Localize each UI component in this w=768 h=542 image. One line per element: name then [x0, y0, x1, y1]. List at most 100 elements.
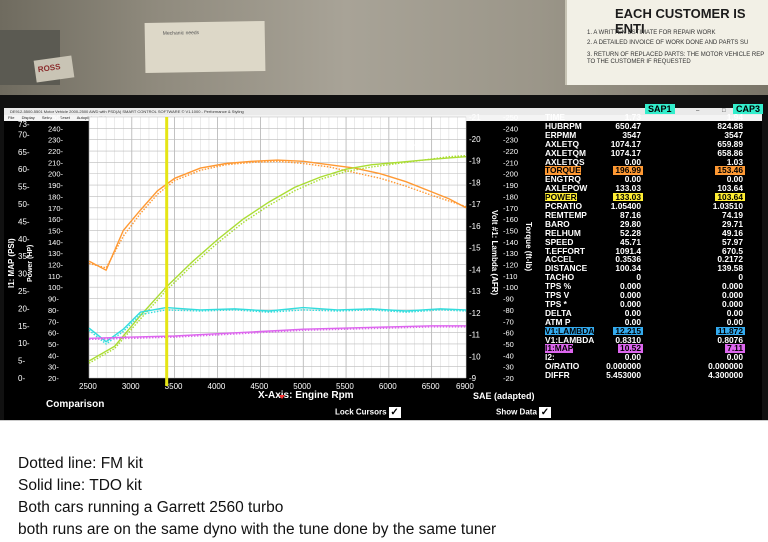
map-tick-label: 10- — [18, 339, 30, 348]
channel-value-cap3: 139.58 — [717, 263, 743, 274]
left-axis-ticks: 0- 5- 10- 15- 20- 25- 30- 35- 40- 45- 50- 55- 60- 65-… — [18, 113, 64, 383]
channel-name: AXLETQS — [545, 156, 585, 167]
channel-row[interactable]: T.EFFORT 1091.4 670.5 — [545, 246, 755, 255]
channel-value-sap1: 52.28 — [620, 227, 641, 238]
torque-tick-label: -130 — [503, 249, 518, 258]
channel-row[interactable]: TACHO 0 0 — [545, 272, 755, 283]
channel-row[interactable]: TIME 1.73 1.94 — [545, 113, 755, 122]
channel-row[interactable]: TPS * 0.000 0.000 — [545, 298, 755, 309]
x-tick-label: 5500 — [336, 382, 354, 391]
channel-name: AXLEPOW — [545, 183, 588, 194]
caption-line: Both cars running a Garrett 2560 turbo — [18, 499, 284, 516]
power-tick-label: 250- — [48, 113, 64, 122]
channel-row[interactable]: AXLETQM 1074.17 658.86 — [545, 148, 755, 157]
channel-row[interactable]: ACCEL 0.3536 0.2172 — [545, 254, 755, 265]
channel-name: BARO — [545, 218, 570, 229]
map-tick-label: 65- — [18, 148, 30, 157]
channel-row[interactable]: DELTA 0.00 0.00 — [545, 308, 755, 317]
channel-row[interactable]: POWER 133.03 103.64 — [545, 193, 755, 201]
channel-row[interactable]: ENGTRQ 0.00 0.00 — [545, 175, 755, 184]
channel-row[interactable]: TPS % 0.000 0.000 — [545, 281, 755, 292]
channel-row[interactable]: V1:LAMBDA 12.215 11.872 — [545, 326, 755, 335]
map-tick-label: 5- — [18, 357, 25, 366]
channel-row[interactable]: V1:LAMBDA 0.8310 0.8076 — [545, 334, 755, 345]
channel-name: TACHO — [545, 272, 575, 283]
channel-row[interactable]: AXLEPOW 133.03 103.64 — [545, 183, 755, 194]
channel-row[interactable]: DIFFR 5.453000 4.300000 — [545, 371, 755, 380]
channel-value-cap3: 3547 — [724, 129, 743, 140]
power-tick-label: 70- — [48, 317, 59, 326]
channel-value-cap3: 0.2172 — [717, 254, 743, 265]
channel-row[interactable]: AXLETQ 1074.17 659.89 — [545, 139, 755, 148]
menu-display[interactable]: Display — [21, 115, 35, 120]
channel-row[interactable]: ATM P 0.00 0.00 — [545, 316, 755, 327]
channel-row[interactable]: O/RATIO 0.000000 0.000000 — [545, 361, 755, 372]
torque-tick-label: -90 — [503, 295, 514, 304]
chart-series — [88, 117, 467, 386]
channel-row[interactable]: DISTANCE 100.34 139.58 — [545, 263, 755, 274]
channel-name: O/RATIO — [545, 361, 580, 372]
torque-tick-label: -140 — [503, 238, 518, 247]
dotted-series-line — [88, 326, 466, 341]
channel-row[interactable]: I2: 0.00 0.00 — [545, 353, 755, 362]
channel-row[interactable]: TPS V 0.000 0.000 — [545, 291, 755, 300]
menu-file[interactable]: File — [8, 115, 15, 120]
channel-row[interactable]: TORQUE 196.99 153.46 — [545, 165, 755, 176]
channel-value-cap3: 74.19 — [722, 209, 743, 220]
lock-cursors-toggle[interactable]: Lock Cursors ✓ — [335, 407, 401, 418]
map-tick-label: 55- — [18, 183, 30, 192]
show-data-toggle[interactable]: Show Data ✓ — [496, 407, 551, 418]
menu-autopilot[interactable]: Autopilot — [76, 115, 93, 120]
power-tick-label: 190- — [48, 181, 64, 190]
x-tick-label: 6500 — [422, 382, 440, 391]
channel-row[interactable]: SPEED 45.71 57.97 — [545, 236, 755, 247]
torque-tick-label: -240 — [503, 124, 518, 133]
channel-value-sap1: 0.000 — [620, 298, 641, 309]
torque-tick-label: -20 — [503, 374, 514, 383]
lambda-tick-label: -13 — [469, 287, 481, 296]
power-tick-label: 20- — [48, 374, 59, 383]
torque-tick-label: -160 — [503, 215, 518, 224]
column-header-cap3: CAP3 — [733, 104, 764, 114]
chart-grid — [88, 116, 467, 379]
channel-value-cap3: 0.000 — [722, 298, 743, 309]
lambda-tick-label: -19 — [469, 157, 481, 166]
menu-setup[interactable]: Setup — [41, 115, 53, 120]
torque-tick-label: -190 — [503, 181, 518, 190]
channel-name: TPS * — [545, 298, 567, 309]
channel-row[interactable]: PCRATIO 1.05400 1.03510 — [545, 202, 755, 211]
sign-line: 1. A WRITTEN ESTIMATE FOR REPAIR WORK — [587, 30, 716, 36]
maximize-button[interactable]: □ — [722, 108, 726, 114]
dotted-series-line — [88, 160, 467, 269]
channel-row[interactable]: REMTEMP 87.16 74.19 — [545, 209, 755, 220]
channel-row[interactable]: ERPMM 3547 3547 — [545, 129, 755, 140]
channel-value-sap1: 650.47 — [615, 120, 641, 131]
power-tick-label: 210- — [48, 158, 64, 167]
channel-row[interactable]: AXLETQS 0.00 1.03 — [545, 156, 755, 167]
channel-name: ATM P — [545, 316, 571, 327]
channel-row[interactable]: RELHUM 52.28 49.16 — [545, 227, 755, 238]
torque-tick-label: -110 — [503, 272, 517, 281]
channel-value-sap1: 45.71 — [620, 236, 641, 247]
torque-tick-label: -50 — [503, 340, 514, 349]
right-axis-ticks: -9 -10 -11 -12 -13 -14 -15 -16 -17 -18 -19 -20 -21 -2… — [469, 113, 518, 383]
power-tick-label: 140- — [48, 238, 64, 247]
channel-row[interactable]: I1:MAP 10.52 7.11 — [545, 344, 755, 353]
channel-row[interactable]: HUBRPM 650.47 824.88 — [545, 120, 755, 131]
torque-tick-label: -60 — [503, 329, 514, 338]
channel-value-sap1: 0.000 — [620, 281, 641, 292]
map-tick-label: 40- — [18, 235, 30, 244]
channel-value-sap1: 196.99 — [613, 165, 643, 176]
power-tick-label: 200- — [48, 170, 64, 179]
menu-reset[interactable]: Reset — [59, 115, 70, 120]
channel-value-sap1: 0.000000 — [606, 361, 641, 372]
power-tick-label: 180- — [48, 192, 64, 201]
channel-name: V1:LAMBDA — [545, 334, 595, 345]
customer-rights-sign: EACH CUSTOMER IS ENTI 1. A WRITTEN ESTIM… — [565, 0, 768, 85]
channel-row[interactable]: BARO 29.80 29.71 — [545, 218, 755, 229]
channel-value-sap1: 133.03 — [615, 183, 641, 194]
map-tick-label: 73- — [18, 120, 30, 129]
minimize-button[interactable]: – — [696, 108, 700, 114]
channel-name: SPEED — [545, 236, 574, 247]
channel-name: TORQUE — [545, 165, 581, 176]
